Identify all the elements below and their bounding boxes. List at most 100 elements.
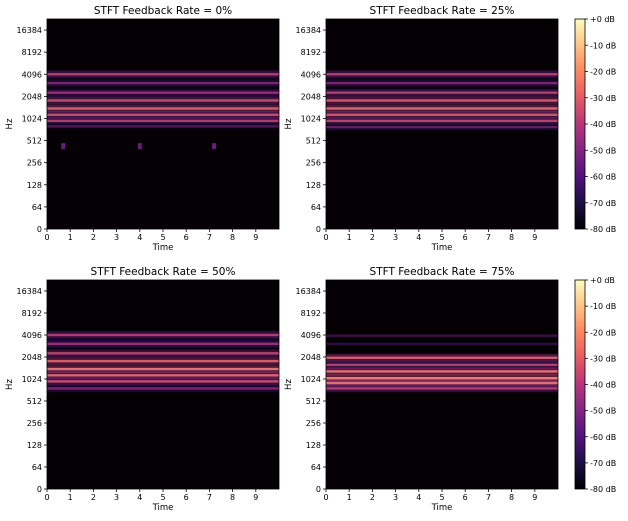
y-tick-label: 2048: [22, 92, 42, 101]
x-tick-label: 6: [184, 493, 189, 502]
harmonic-band-halo: [326, 110, 558, 119]
x-tick-label: 7: [486, 493, 491, 502]
y-axis-label: Hz: [284, 379, 294, 390]
harmonic-band: [47, 107, 279, 110]
harmonic-band-halo: [326, 374, 558, 383]
harmonic-band-halo: [326, 339, 558, 348]
x-tick-label: 5: [439, 493, 444, 502]
harmonic-band-halo: [47, 339, 279, 348]
harmonic-band: [47, 374, 279, 377]
y-tick-label: 2048: [301, 92, 321, 101]
harmonic-band-halo: [326, 116, 558, 125]
y-axis-label: Hz: [5, 379, 15, 390]
spectrogram-background: [47, 19, 279, 229]
harmonic-band-halo: [326, 353, 558, 362]
y-tick-label: 0: [37, 225, 42, 234]
colorbar-tick-label: -80 dB: [590, 225, 616, 234]
y-tick-label: 0: [316, 485, 321, 494]
x-axis-label: Time: [431, 243, 453, 253]
y-tick-label: 16384: [17, 26, 42, 35]
colorbar-tick-label: +0 dB: [590, 15, 615, 24]
harmonic-band-halo: [47, 104, 279, 113]
y-tick-label: 1024: [301, 114, 321, 123]
harmonic-band: [47, 333, 279, 337]
colorbar-tick-label: -40 dB: [590, 381, 616, 390]
x-tick-label: 3: [114, 233, 119, 242]
x-tick-label: 9: [253, 233, 258, 242]
harmonic-band: [47, 91, 279, 94]
colorbar-tick-label: -50 dB: [590, 146, 616, 155]
harmonic-band-halo: [326, 104, 558, 113]
colorbar-tick-label: -10 dB: [590, 302, 616, 311]
harmonic-band: [326, 99, 558, 102]
harmonic-band-halo: [326, 96, 558, 105]
harmonic-band: [47, 113, 279, 116]
harmonic-band: [326, 387, 558, 390]
colorbar-tick-label: -60 dB: [590, 433, 616, 442]
colorbar-tick-label: -20 dB: [590, 328, 616, 337]
harmonic-band: [47, 380, 279, 383]
spectral-blip: [61, 143, 66, 150]
y-tick-label: 64: [32, 463, 42, 472]
y-tick-label: 8192: [301, 48, 321, 57]
y-tick-label: 4096: [301, 331, 321, 340]
x-tick-label: 1: [347, 233, 352, 242]
y-tick-label: 128: [306, 181, 321, 190]
panel-title: STFT Feedback Rate = 0%: [94, 5, 232, 17]
x-tick-label: 9: [253, 493, 258, 502]
harmonic-band-halo: [326, 379, 558, 387]
y-tick-label: 256: [306, 159, 321, 168]
harmonic-band-halo: [47, 384, 279, 393]
x-tick-label: 3: [393, 233, 398, 242]
colorbar-tick-label: -60 dB: [590, 173, 616, 182]
x-axis-label: Time: [152, 243, 174, 253]
y-tick-label: 1024: [22, 375, 42, 384]
x-axis-label: Time: [152, 503, 174, 513]
harmonic-band: [47, 352, 279, 355]
colorbar-tick-label: -70 dB: [590, 459, 616, 468]
harmonic-band-halo: [326, 367, 558, 376]
panel-title: STFT Feedback Rate = 25%: [370, 5, 515, 17]
colorbar-tick-label: -20 dB: [590, 68, 616, 77]
x-tick-label: 7: [207, 493, 212, 502]
y-tick-label: 2048: [22, 353, 42, 362]
x-tick-label: 4: [137, 493, 142, 502]
y-tick-label: 128: [306, 441, 321, 450]
harmonic-band-halo: [326, 360, 558, 369]
panel-title: STFT Feedback Rate = 50%: [91, 266, 236, 278]
harmonic-band: [326, 370, 558, 373]
y-tick-label: 256: [27, 419, 42, 428]
y-tick-label: 256: [306, 419, 321, 428]
x-tick-label: 2: [370, 493, 375, 502]
x-tick-label: 4: [137, 233, 142, 242]
harmonic-band: [47, 342, 279, 346]
harmonic-band: [47, 99, 279, 102]
x-tick-label: 0: [323, 493, 328, 502]
harmonic-band-halo: [47, 377, 279, 386]
panel-title: STFT Feedback Rate = 75%: [370, 266, 515, 278]
harmonic-band: [326, 356, 558, 359]
colorbar-tick-label: -50 dB: [590, 407, 616, 416]
x-tick-label: 1: [68, 233, 73, 242]
colorbar-tick-label: +0 dB: [590, 276, 615, 285]
x-tick-label: 2: [91, 493, 96, 502]
spectrogram-panel-1: STFT Feedback Rate = 25%0641282565121024…: [284, 5, 559, 253]
harmonic-band: [47, 125, 279, 128]
x-tick-label: 0: [44, 493, 49, 502]
x-tick-label: 2: [91, 233, 96, 242]
harmonic-band-halo: [47, 122, 279, 131]
colorbar-tick-label: -40 dB: [590, 120, 616, 129]
harmonic-band-halo: [47, 70, 279, 79]
spectrogram-panel-3: STFT Feedback Rate = 75%0641282565121024…: [284, 266, 559, 513]
y-tick-label: 4096: [301, 70, 321, 79]
y-tick-label: 1024: [22, 114, 42, 123]
harmonic-band-halo: [47, 371, 279, 380]
x-axis-label: Time: [431, 503, 453, 513]
colorbar-tick-label: -30 dB: [590, 94, 616, 103]
harmonic-band-halo: [47, 116, 279, 125]
harmonic-band: [47, 73, 279, 76]
harmonic-band-halo: [326, 384, 558, 393]
y-tick-label: 128: [27, 181, 42, 190]
harmonic-band: [326, 107, 558, 110]
x-tick-label: 6: [184, 233, 189, 242]
